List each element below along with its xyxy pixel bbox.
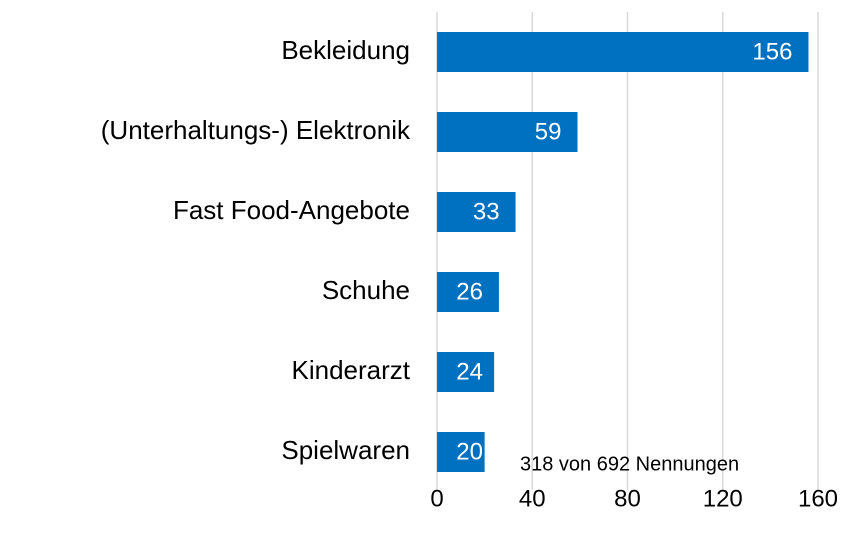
bar <box>437 192 516 232</box>
x-tick-label: 40 <box>519 485 546 512</box>
y-tick-label: Kinderarzt <box>292 355 411 385</box>
value-label: 59 <box>535 118 562 145</box>
bar <box>437 432 485 472</box>
y-tick-label: Fast Food-Angebote <box>173 195 410 225</box>
x-tick-label: 80 <box>614 485 641 512</box>
value-label: 156 <box>752 38 792 65</box>
y-tick-label: (Unterhaltungs-) Elektronik <box>101 115 411 145</box>
value-label: 26 <box>456 278 483 305</box>
bar <box>437 352 495 392</box>
annotation: 318 von 692 Nennungen <box>520 453 739 475</box>
bar <box>437 112 578 152</box>
value-label: 20 <box>456 438 483 465</box>
bar <box>437 32 809 72</box>
y-tick-label: Bekleidung <box>281 35 410 65</box>
x-tick-label: 120 <box>703 485 743 512</box>
x-tick-label: 160 <box>798 485 838 512</box>
x-tick-label: 0 <box>430 485 443 512</box>
y-tick-label: Spielwaren <box>281 435 410 465</box>
value-label: 33 <box>473 198 500 225</box>
value-label: 24 <box>456 358 483 385</box>
y-tick-label: Schuhe <box>322 275 410 305</box>
bar <box>437 272 499 312</box>
